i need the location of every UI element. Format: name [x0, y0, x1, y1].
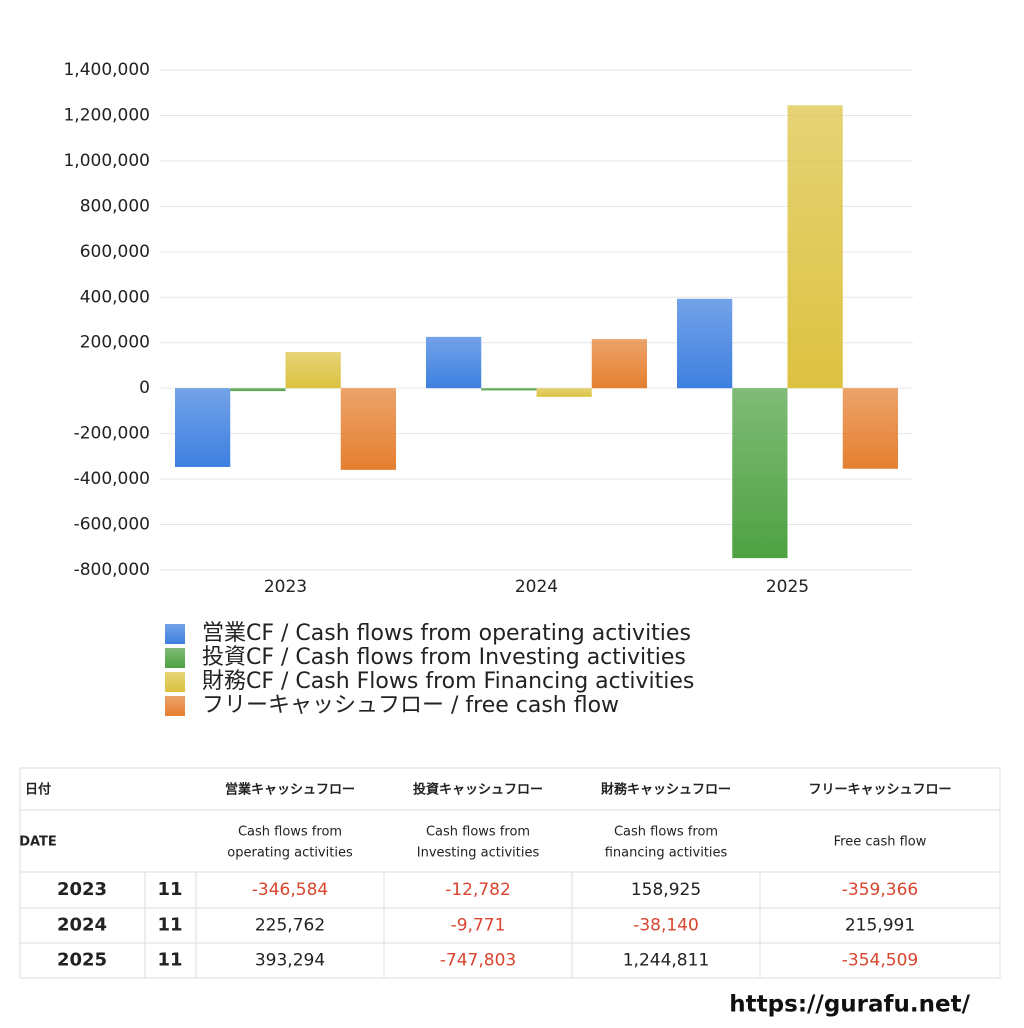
table-subheader: financing activities [605, 846, 728, 861]
table-subheader: Cash flows from [614, 825, 718, 840]
table-cell: -359,366 [842, 880, 918, 900]
table-year: 2023 [57, 879, 107, 900]
table-header: 営業キャッシュフロー [225, 782, 355, 798]
y-tick-label: -400,000 [74, 469, 150, 489]
table-cell: -346,584 [252, 880, 328, 900]
bar [536, 388, 592, 397]
table-month: 11 [157, 950, 182, 971]
bar [340, 388, 396, 470]
y-tick-label: 0 [139, 378, 150, 398]
bar [732, 388, 788, 559]
table-year: 2025 [57, 950, 107, 971]
y-tick-label: -200,000 [74, 424, 150, 444]
y-tick-label: 400,000 [80, 287, 150, 307]
table-subheader: Investing activities [417, 846, 540, 861]
bar [426, 336, 482, 389]
y-tick-label: 1,400,000 [63, 60, 150, 80]
table-cell: 158,925 [631, 880, 701, 900]
legend-label: 財務CF / Cash Flows from Financing activit… [202, 669, 694, 694]
legend-swatch [165, 624, 185, 644]
y-tick-label: 200,000 [80, 333, 150, 353]
y-tick-label: 1,000,000 [63, 151, 150, 171]
table-subheader: Cash flows from [238, 825, 342, 840]
legend-label: フリーキャッシュフロー / free cash flow [202, 693, 619, 718]
bar [591, 339, 647, 389]
table-cell: -747,803 [440, 951, 516, 971]
bar [230, 388, 286, 392]
legend-swatch [165, 648, 185, 668]
y-tick-label: 1,200,000 [63, 105, 150, 125]
table-month: 11 [157, 879, 182, 900]
x-tick-label: 2025 [766, 577, 809, 597]
legend-label: 投資CF / Cash flows from Investing activit… [202, 645, 686, 670]
table-cell: -354,509 [842, 951, 918, 971]
table-cell: 393,294 [255, 951, 325, 971]
table-cell: 225,762 [255, 916, 325, 936]
bar [787, 105, 843, 389]
table-header: 投資キャッシュフロー [413, 782, 543, 798]
y-tick-label: -600,000 [74, 515, 150, 535]
bar [842, 388, 898, 469]
table-header: 財務キャッシュフロー [600, 782, 731, 798]
bar [175, 388, 231, 467]
table-header: 日付 [25, 782, 51, 798]
table-subheader: Cash flows from [426, 825, 530, 840]
table-subheader: DATE [19, 835, 57, 850]
table-header: フリーキャッシュフロー [808, 783, 951, 798]
bar [285, 352, 341, 389]
table-subheader: Free cash flow [834, 835, 927, 850]
legend-label: 営業CF / Cash flows from operating activit… [202, 621, 691, 646]
table-cell: -38,140 [633, 916, 699, 936]
x-tick-label: 2024 [515, 577, 558, 597]
site-url: https://gurafu.net/ [729, 992, 970, 1018]
y-tick-label: 800,000 [80, 196, 150, 216]
table-cell: -12,782 [445, 880, 511, 900]
table-cell: 215,991 [845, 916, 915, 936]
y-tick-label: -800,000 [74, 560, 150, 580]
legend-swatch [165, 696, 185, 716]
table-subheader: operating activities [227, 846, 353, 861]
table-cell: -9,771 [451, 916, 506, 936]
bar [481, 388, 537, 391]
table-cell: 1,244,811 [623, 951, 710, 971]
y-tick-label: 600,000 [80, 242, 150, 262]
table-month: 11 [157, 915, 182, 936]
bar [677, 298, 733, 389]
legend-swatch [165, 672, 185, 692]
x-tick-label: 2023 [264, 577, 307, 597]
table-year: 2024 [57, 915, 107, 936]
